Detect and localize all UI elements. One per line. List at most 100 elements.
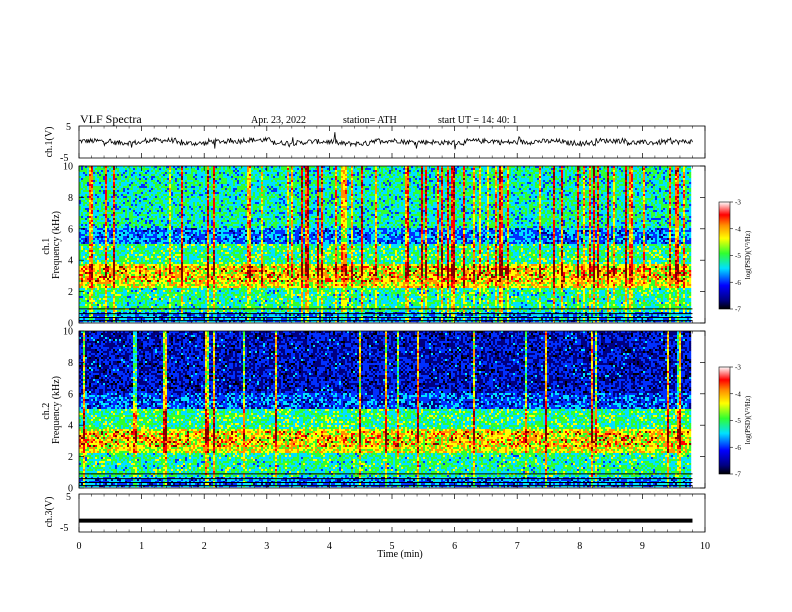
spectrogram-cell (107, 168, 110, 171)
spectrogram-cell (129, 304, 132, 307)
spectrogram-cell (125, 268, 128, 271)
spectrogram-cell (173, 180, 176, 183)
spectrogram-cell (97, 210, 100, 213)
spectrogram-cell (169, 294, 172, 297)
spectrogram-cell (83, 282, 86, 285)
spectrogram-cell (177, 238, 180, 241)
spectrogram-cell (137, 280, 140, 283)
spectrogram-cell (169, 318, 172, 321)
spectrogram-cell (179, 270, 182, 273)
spectrogram-cell (81, 230, 84, 233)
spectrogram-cell (151, 260, 154, 263)
spectrogram-cell (133, 212, 136, 215)
spectrogram-cell (109, 266, 112, 269)
spectrogram-cell (109, 210, 112, 213)
spectrogram-cell (137, 318, 140, 321)
spectrogram-cell (127, 298, 130, 301)
spectrogram-cell (79, 218, 82, 221)
spectrogram-cell (105, 214, 108, 217)
spectrogram-cell (103, 214, 106, 217)
spectrogram-cell (163, 266, 166, 269)
spectrogram-cell (123, 292, 126, 295)
spectrogram-cell (155, 298, 158, 301)
spectrogram-cell (163, 216, 166, 219)
spectrogram-cell (113, 244, 116, 247)
spectrogram-cell (79, 202, 82, 205)
spectrogram-cell (117, 230, 120, 233)
spectrogram-cell (151, 272, 154, 275)
spectrogram-cell (187, 180, 190, 183)
spectrogram-cell (83, 256, 86, 259)
spectrogram-cell (157, 254, 160, 257)
spectrogram-cell (141, 246, 144, 249)
spectrogram-cell (141, 192, 144, 195)
spectrogram-cell (203, 230, 206, 233)
spectrogram-cell (161, 276, 164, 279)
spectrogram-cell (107, 220, 110, 223)
spectrogram-cell (83, 292, 86, 295)
spectrogram-cell (137, 216, 140, 219)
spectrogram-cell (97, 310, 100, 313)
spectrogram-cell (85, 178, 88, 181)
spectrogram-cell (153, 254, 156, 257)
spectrogram-cell (157, 298, 160, 301)
spectrogram-cell (153, 284, 156, 287)
spectrogram-cell (193, 256, 196, 259)
spectrogram-cell (93, 208, 96, 211)
spectrogram-cell (95, 310, 98, 313)
spectrogram-cell (201, 226, 204, 229)
spectrogram-cell (83, 252, 86, 255)
spectrogram-cell (149, 208, 152, 211)
spectrogram-cell (127, 208, 130, 211)
spectrogram-cell (107, 306, 110, 309)
spectrogram-cell (189, 186, 192, 189)
spectrogram-cell (105, 304, 108, 307)
spectrogram-cell (141, 224, 144, 227)
spectrogram-cell (163, 270, 166, 273)
spectrogram-cell (123, 282, 126, 285)
spectrogram-cell (95, 184, 98, 187)
spectrogram-cell (195, 206, 198, 209)
spectrogram-cell (119, 264, 122, 267)
spectrogram-cell (107, 234, 110, 237)
spectrogram-cell (115, 276, 118, 279)
spectrogram-cell (119, 198, 122, 201)
spectrogram-cell (87, 182, 90, 185)
spectrogram-cell (165, 274, 168, 277)
spectrogram-cell (153, 186, 156, 189)
spectrogram-cell (119, 184, 122, 187)
spectrogram-cell (153, 288, 156, 291)
spectrogram-cell (135, 310, 138, 313)
spectrogram-cell (101, 268, 104, 271)
spectrogram-cell (117, 298, 120, 301)
spectrogram-cell (103, 234, 106, 237)
spectrogram-cell (81, 208, 84, 211)
spectrogram-cell (89, 274, 92, 277)
spectrogram-cell (125, 172, 128, 175)
spectrogram-cell (189, 252, 192, 255)
spectrogram-cell (153, 260, 156, 263)
spectrogram-cell (205, 216, 208, 219)
spectrogram-cell (85, 216, 88, 219)
spectrogram-cell (109, 258, 112, 261)
spectrogram-cell (153, 290, 156, 293)
spectrogram-cell (157, 196, 160, 199)
spectrogram-cell (163, 222, 166, 225)
spectrogram-cell (121, 194, 124, 197)
spectrogram-cell (187, 278, 190, 281)
spectrogram-cell (137, 296, 140, 299)
spectrogram-cell (203, 286, 206, 289)
spectrogram-cell (107, 196, 110, 199)
spectrogram-cell (199, 178, 202, 181)
spectrogram-cell (185, 262, 188, 265)
spectrogram-cell (117, 236, 120, 239)
spectrogram-cell (101, 218, 104, 221)
spectrogram-cell (107, 272, 110, 275)
spectrogram-cell (191, 242, 194, 245)
spectrogram-cell (89, 208, 92, 211)
spectrogram-cell (201, 294, 204, 297)
spectrogram-cell (169, 248, 172, 251)
spectrogram-cell (203, 184, 206, 187)
spectrogram-cell (137, 192, 140, 195)
spectrogram-cell (173, 214, 176, 217)
